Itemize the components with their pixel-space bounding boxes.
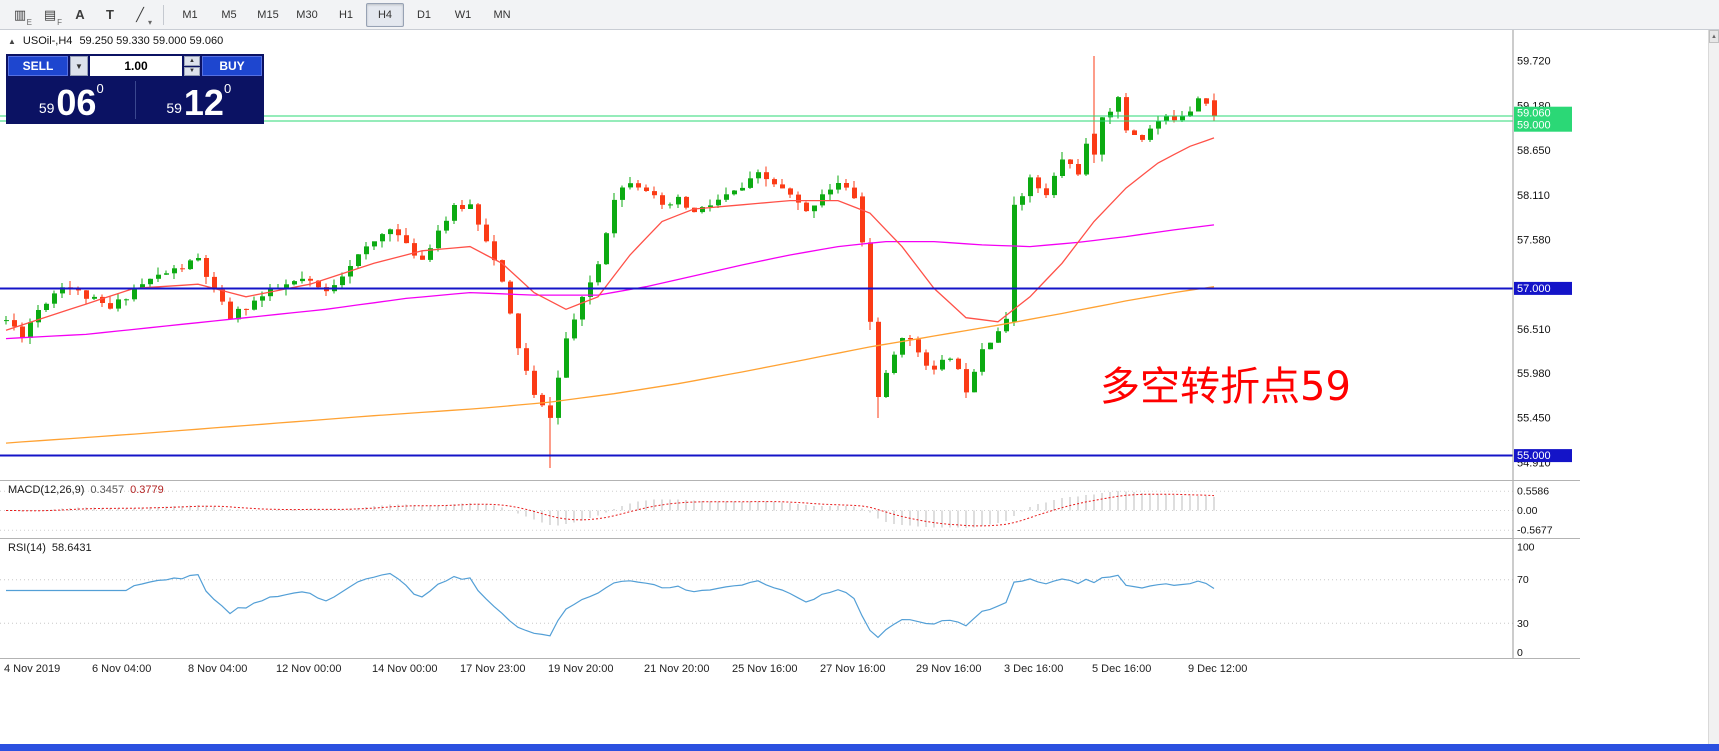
time-axis-label: 21 Nov 20:00 xyxy=(644,663,710,675)
volume-input[interactable]: 1.00 xyxy=(90,56,182,76)
time-axis-label: 8 Nov 04:00 xyxy=(188,663,248,675)
main-toolbar: ▥ E ▤ F A T ╱ ▾ M1 M5 M15 M30 H1 H4 D1 W1 MN xyxy=(0,0,1719,30)
timeframe-m30[interactable]: M30 xyxy=(296,8,318,21)
volume-preset-dropdown[interactable]: ▼ xyxy=(70,56,88,76)
price-badge xyxy=(1514,281,1572,295)
volume-stepper: ▲ ▼ xyxy=(184,56,200,76)
buy-price[interactable]: 59 12 0 xyxy=(136,78,263,122)
object-list-icon[interactable]: ▤ F xyxy=(43,7,62,27)
price-divider xyxy=(134,81,136,119)
vertical-scrollbar[interactable]: ▲ xyxy=(1708,30,1719,744)
macd-tick-label: -0.5677 xyxy=(1517,525,1553,537)
time-axis-label: 6 Nov 04:00 xyxy=(92,663,152,675)
macd-label: MACD(12,26,9) 0.3457 0.3779 xyxy=(8,484,164,496)
macd-chart[interactable]: 0.5586 0.00 -0.5677 xyxy=(0,481,1580,538)
price-badge-label: 55.000 xyxy=(1517,450,1551,462)
timeframe-mn[interactable]: MN xyxy=(493,8,511,21)
time-axis[interactable]: 4 Nov 2019 6 Nov 04:00 8 Nov 04:00 12 Nov 0… xyxy=(0,658,1580,681)
timeframe-h1[interactable]: H1 xyxy=(338,8,354,21)
time-axis-label: 29 Nov 16:00 xyxy=(916,663,982,675)
price-badge-label: 57.000 xyxy=(1517,283,1551,295)
trade-controls-row: SELL ▼ 1.00 ▲ ▼ BUY xyxy=(8,56,262,76)
price-tick-label: 55.450 xyxy=(1517,413,1551,425)
buy-price-pipette: 0 xyxy=(223,81,232,96)
rsi-label: RSI(14) 58.6431 xyxy=(8,542,92,554)
timeframe-d1[interactable]: D1 xyxy=(416,8,432,21)
price-badge xyxy=(1514,118,1572,132)
timeframe-m5[interactable]: M5 xyxy=(221,8,237,21)
time-axis-label: 19 Nov 20:00 xyxy=(548,663,614,675)
rsi-chart[interactable]: 100 70 30 0 xyxy=(0,539,1580,658)
price-badge-label: 59.000 xyxy=(1517,120,1551,132)
macd-signal-value: 0.3779 xyxy=(130,484,164,496)
one-click-panel-toggle[interactable]: ▲ xyxy=(8,36,16,46)
time-axis-label: 17 Nov 23:00 xyxy=(460,663,526,675)
macd-tick-label: 0.00 xyxy=(1517,505,1538,517)
volume-up-button[interactable]: ▲ xyxy=(184,56,200,66)
time-axis-label: 3 Dec 16:00 xyxy=(1004,663,1064,675)
chevron-down-icon: ▼ xyxy=(75,61,83,71)
price-tick-label: 58.650 xyxy=(1517,145,1551,157)
scrollbar-up-button[interactable]: ▲ xyxy=(1709,30,1719,43)
sell-price-int: 59 xyxy=(38,100,55,116)
macd-tick-label: 0.5586 xyxy=(1517,486,1549,498)
timeframe-m1[interactable]: M1 xyxy=(182,8,198,21)
rsi-tick-label: 100 xyxy=(1517,542,1535,554)
timeframe-buttons-group: M1 M5 M15 M30 H1 H4 D1 W1 MN xyxy=(171,2,522,27)
rsi-tick-label: 30 xyxy=(1517,618,1529,630)
price-tick-label: 58.110 xyxy=(1517,190,1550,202)
time-axis-label: 27 Nov 16:00 xyxy=(820,663,886,675)
time-axis-label: 4 Nov 2019 xyxy=(4,663,61,675)
time-axis-label: 14 Nov 00:00 xyxy=(372,663,438,675)
chart-annotation-text: 多空转折点59 xyxy=(1100,364,1351,410)
price-badge xyxy=(1514,449,1572,463)
buy-price-int: 59 xyxy=(166,100,182,116)
timeframe-m15[interactable]: M15 xyxy=(257,8,279,21)
one-click-trading-panel: SELL ▼ 1.00 ▲ ▼ BUY 59 06 0 59 12 0 xyxy=(6,54,264,124)
buy-price-pips: 12 xyxy=(183,82,224,124)
chart-indicators-icon[interactable]: ▥ E xyxy=(13,7,32,27)
window-bottom-border xyxy=(0,744,1719,751)
sell-price-pipette: 0 xyxy=(96,81,104,96)
rsi-name: RSI(14) xyxy=(8,542,46,554)
macd-main-value: 0.3457 xyxy=(90,484,125,496)
symbol-info-line: ▲ USOil-,H4 59.250 59.330 59.000 59.060 xyxy=(8,35,223,47)
macd-indicator-panel: 0.5586 0.00 -0.5677 MACD(12,26,9) 0.3457 0… xyxy=(0,480,1580,538)
price-chart-panel: 59.72059.18058.65058.11057.58057.00056.5… xyxy=(0,30,1580,480)
buy-button[interactable]: BUY xyxy=(202,56,262,76)
timeframe-w1[interactable]: W1 xyxy=(454,8,472,21)
price-tick-label: 59.720 xyxy=(1517,56,1551,68)
price-badge xyxy=(1514,106,1572,120)
rsi-tick-label: 70 xyxy=(1517,574,1529,586)
sell-button[interactable]: SELL xyxy=(8,56,68,76)
price-tick-label: 55.980 xyxy=(1517,368,1551,380)
text-box-tool-icon[interactable]: T xyxy=(106,7,114,22)
bid-ask-display: 59 06 0 59 12 0 xyxy=(8,78,262,122)
macd-name: MACD(12,26,9) xyxy=(8,484,85,496)
price-chart[interactable]: 59.72059.18058.65058.11057.58057.00056.5… xyxy=(0,30,1580,480)
toolbar-separator xyxy=(163,4,164,25)
rsi-indicator-panel: 100 70 30 0 RSI(14) 58.6431 xyxy=(0,538,1580,658)
timeframe-h4[interactable]: H4 xyxy=(366,2,404,27)
text-label-tool-icon[interactable]: A xyxy=(75,7,85,22)
sell-price[interactable]: 59 06 0 xyxy=(8,78,135,122)
time-axis-label: 25 Nov 16:00 xyxy=(732,663,798,675)
symbol-name: USOil-,H4 xyxy=(22,35,73,47)
time-axis-label: 12 Nov 00:00 xyxy=(276,663,342,675)
rsi-tick-label: 0 xyxy=(1517,647,1523,658)
price-tick-label: 57.580 xyxy=(1517,234,1551,246)
sell-price-pips: 06 xyxy=(56,82,97,124)
drawing-tools-icon[interactable]: ╱ ▾ xyxy=(136,7,152,27)
price-badge-label: 59.060 xyxy=(1517,108,1551,120)
volume-down-button[interactable]: ▼ xyxy=(184,66,200,76)
price-tick-label: 56.510 xyxy=(1517,324,1551,336)
rsi-value: 58.6431 xyxy=(51,542,92,554)
toolbar-icons-group: ▥ E ▤ F A T ╱ ▾ xyxy=(6,3,156,27)
time-axis-label: 5 Dec 16:00 xyxy=(1092,663,1152,675)
time-axis-label: 9 Dec 12:00 xyxy=(1188,663,1248,675)
symbol-ohlc: 59.250 59.330 59.000 59.060 xyxy=(79,35,224,47)
